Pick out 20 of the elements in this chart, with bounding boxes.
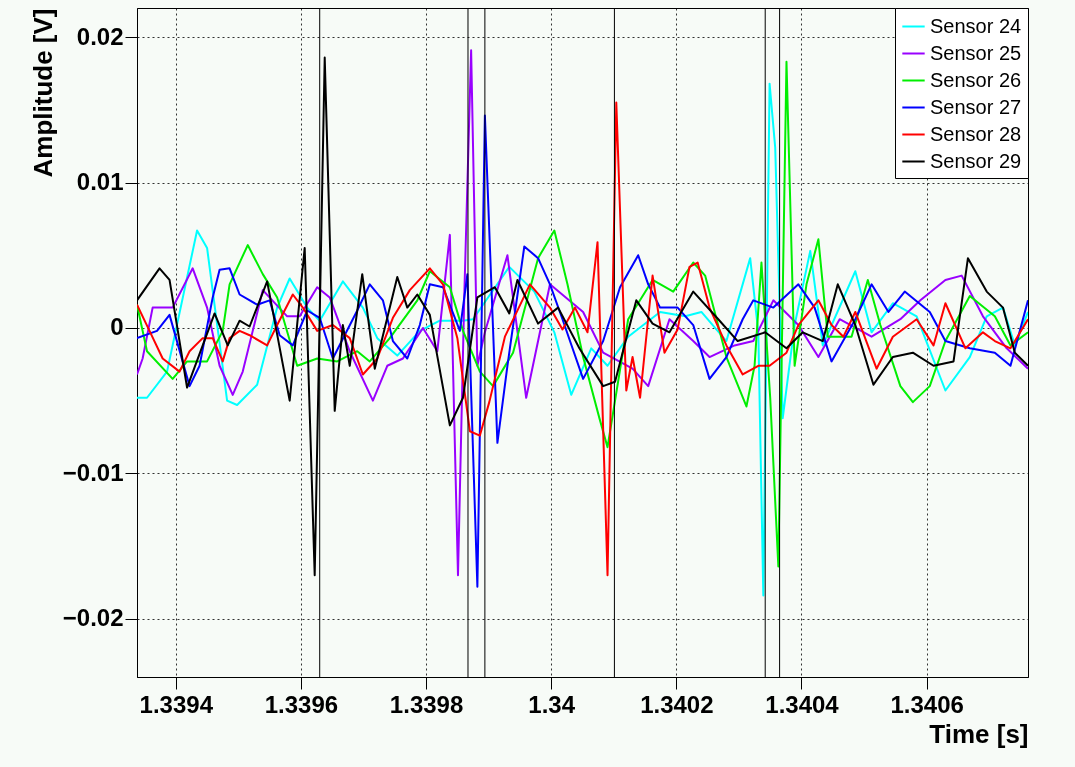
x-axis-title: Time [s]	[929, 718, 1029, 749]
y-tick-label: 0.01	[76, 168, 124, 196]
legend-label: Sensor 24	[930, 14, 1022, 37]
y-tick-label: −0.02	[62, 604, 124, 632]
y-tick-label: 0.02	[76, 22, 124, 50]
x-tick-label: 1.3394	[139, 690, 214, 718]
legend-label: Sensor 25	[930, 41, 1022, 64]
legend-label: Sensor 26	[930, 68, 1022, 91]
x-tick-label: 1.3396	[264, 690, 339, 718]
y-axis-title: Amplitude [V]	[27, 8, 58, 178]
x-tick-label: 1.3404	[765, 690, 840, 718]
legend-label: Sensor 29	[930, 149, 1022, 172]
x-tick-label: 1.3406	[890, 690, 964, 718]
y-tick-label: 0	[110, 313, 124, 341]
legend-label: Sensor 27	[930, 95, 1022, 118]
y-tick-label: −0.01	[62, 458, 124, 486]
x-tick-label: 1.3402	[640, 690, 714, 718]
x-tick-label: 1.34	[528, 690, 576, 718]
legend-label: Sensor 28	[930, 122, 1022, 145]
x-tick-label: 1.3398	[389, 690, 464, 718]
